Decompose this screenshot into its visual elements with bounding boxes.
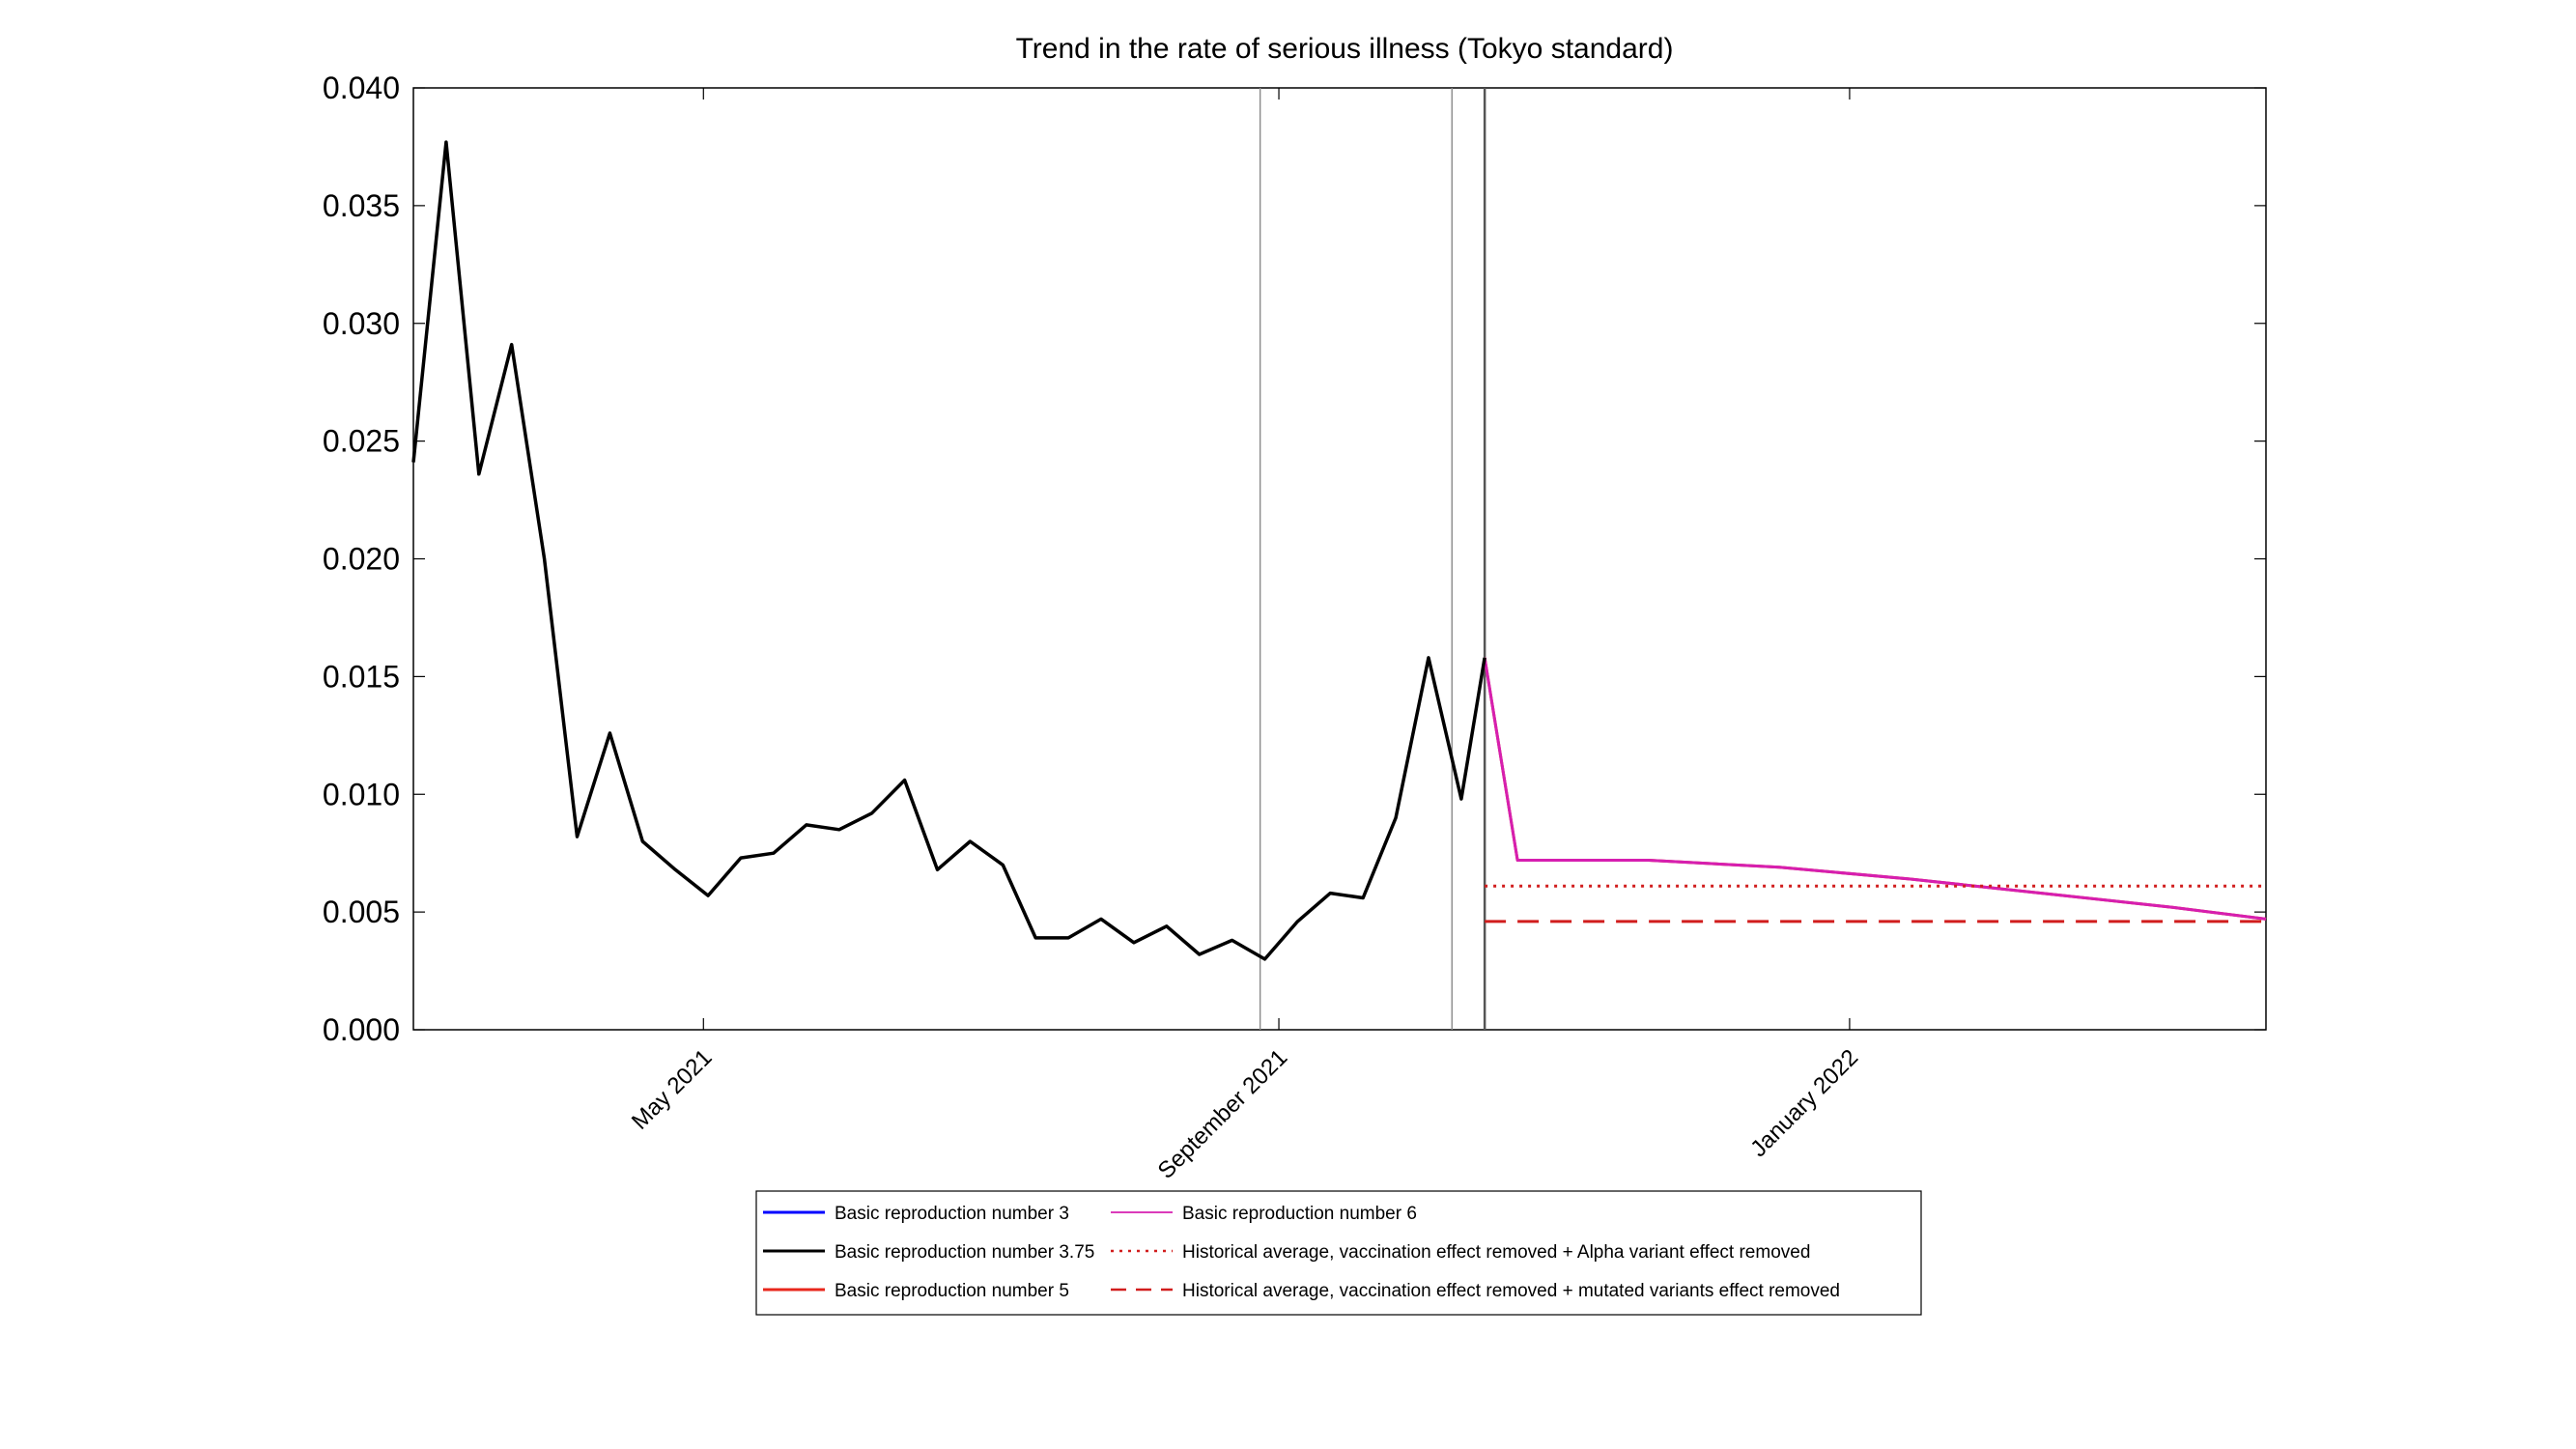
chart-legend: Basic reproduction number 3 Basic reprodu… (755, 1190, 1922, 1316)
x-axis-ticks: May 2021 September 2021 January 2022 (627, 88, 1863, 1184)
y-tick-label: 0.025 (323, 424, 400, 459)
y-tick-label: 0.000 (323, 1012, 400, 1047)
y-tick-label: 0.020 (323, 542, 400, 577)
series-line-1 (411, 140, 1486, 961)
y-tick-label: 0.040 (323, 71, 400, 105)
legend-label: Basic reproduction number 3 (835, 1204, 1069, 1224)
legend-label: Historical average, vaccination effect r… (1182, 1242, 1810, 1263)
y-tick-label: 0.030 (323, 306, 400, 341)
y-tick-label: 0.010 (323, 777, 400, 811)
series-line-3 (1483, 657, 2267, 921)
series-line-2 (1483, 657, 2267, 921)
legend-label: Basic reproduction number 5 (835, 1281, 1069, 1301)
x-tick-label: May 2021 (627, 1044, 718, 1135)
y-tick-label: 0.035 (323, 188, 400, 223)
y-tick-label: 0.005 (323, 895, 400, 929)
y-tick-label: 0.015 (323, 659, 400, 694)
vertical-marker-lines (1259, 88, 1486, 1030)
legend-label: Basic reproduction number 3.75 (835, 1242, 1094, 1263)
legend-label: Basic reproduction number 6 (1182, 1204, 1417, 1224)
chart-title: Trend in the rate of serious illness (To… (1016, 33, 1674, 65)
y-axis-ticks: 0.000 0.005 0.010 0.015 0.020 0.025 0.030 0.035… (323, 71, 2266, 1047)
legend-label: Historical average, vaccination effect r… (1182, 1281, 1840, 1301)
x-tick-label: January 2022 (1745, 1044, 1863, 1162)
series-layer (411, 140, 2267, 961)
x-tick-label: September 2021 (1153, 1044, 1293, 1184)
legend-box (755, 1190, 1922, 1316)
